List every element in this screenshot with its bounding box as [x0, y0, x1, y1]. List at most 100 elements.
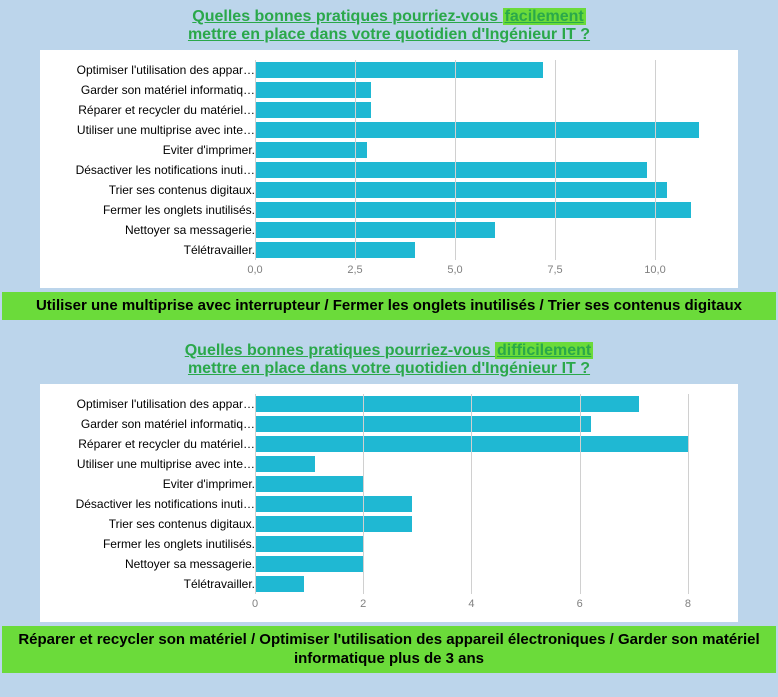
plot-cell: [255, 434, 715, 454]
gridline: [455, 60, 456, 260]
gridline: [580, 394, 581, 594]
x-tick-label: 2: [360, 598, 366, 610]
plot-cell: [255, 140, 715, 160]
chart-row: Optimiser l'utilisation des appar…: [50, 60, 728, 80]
plot-cell: [255, 80, 715, 100]
gridline: [363, 394, 364, 594]
gridline: [255, 394, 256, 594]
chart-row: Désactiver les notifications inuti…: [50, 160, 728, 180]
bar: [255, 536, 363, 552]
y-axis-label: Eviter d'imprimer.: [50, 477, 255, 491]
chart-row: Désactiver les notifications inuti…: [50, 494, 728, 514]
gridline: [471, 394, 472, 594]
bar: [255, 556, 363, 572]
chart1-title: Quelles bonnes pratiques pourriez-vous f…: [0, 0, 778, 50]
plot-cell: [255, 60, 715, 80]
bar: [255, 102, 371, 118]
chart1-card: Optimiser l'utilisation des appar… Garder…: [40, 50, 738, 288]
chart-row: Trier ses contenus digitaux.: [50, 180, 728, 200]
x-tick-label: 6: [577, 598, 583, 610]
plot-cell: [255, 220, 715, 240]
plot-cell: [255, 120, 715, 140]
chart1-title-line2: mettre en place dans votre quotidien d'I…: [188, 26, 590, 43]
chart-row: Optimiser l'utilisation des appar…: [50, 394, 728, 414]
y-axis-label: Fermer les onglets inutilisés.: [50, 537, 255, 551]
bar: [255, 122, 699, 138]
chart-row: Trier ses contenus digitaux.: [50, 514, 728, 534]
bar: [255, 142, 367, 158]
y-axis-label: Utiliser une multiprise avec inte…: [50, 457, 255, 471]
x-tick-label: 4: [468, 598, 474, 610]
bar: [255, 202, 691, 218]
plot-cell: [255, 240, 715, 260]
chart2-title-line1-pre: Quelles bonnes pratiques pourriez-vous: [185, 342, 495, 359]
y-axis-label: Trier ses contenus digitaux.: [50, 183, 255, 197]
y-axis-label: Fermer les onglets inutilisés.: [50, 203, 255, 217]
bar: [255, 222, 495, 238]
chart-row: Fermer les onglets inutilisés.: [50, 534, 728, 554]
y-axis-label: Réparer et recycler du matériel…: [50, 103, 255, 117]
chart1-summary: Utiliser une multiprise avec interrupteu…: [2, 292, 776, 320]
plot-cell: [255, 514, 715, 534]
chart1-title-line1-pre: Quelles bonnes pratiques pourriez-vous: [192, 8, 502, 25]
bar: [255, 476, 363, 492]
bar: [255, 62, 543, 78]
plot-cell: [255, 474, 715, 494]
plot-cell: [255, 574, 715, 594]
bar: [255, 496, 412, 512]
bar: [255, 82, 371, 98]
chart2-title: Quelles bonnes pratiques pourriez-vous d…: [0, 334, 778, 384]
x-axis: 0,0 2,5 5,0 7,5 10,0: [50, 264, 728, 282]
chart-row: Nettoyer sa messagerie.: [50, 220, 728, 240]
bar: [255, 182, 667, 198]
chart-row: Utiliser une multiprise avec inte…: [50, 120, 728, 140]
y-axis-label: Eviter d'imprimer.: [50, 143, 255, 157]
gridline: [688, 394, 689, 594]
y-axis-label: Désactiver les notifications inuti…: [50, 497, 255, 511]
chart-row: Eviter d'imprimer.: [50, 140, 728, 160]
bar: [255, 396, 639, 412]
plot-cell: [255, 160, 715, 180]
chart1-title-line1-hl: facilement: [503, 8, 586, 25]
chart-row: Réparer et recycler du matériel…: [50, 100, 728, 120]
y-axis-label: Télétravailler.: [50, 243, 255, 257]
y-axis-label: Nettoyer sa messagerie.: [50, 223, 255, 237]
y-axis-label: Télétravailler.: [50, 577, 255, 591]
y-axis-label: Garder son matériel informatiq…: [50, 83, 255, 97]
chart-row: Utiliser une multiprise avec inte…: [50, 454, 728, 474]
chart2-card: Optimiser l'utilisation des appar…Garder…: [40, 384, 738, 622]
chart-row: Garder son matériel informatiq…: [50, 80, 728, 100]
plot-cell: [255, 414, 715, 434]
chart-row: Réparer et recycler du matériel…: [50, 434, 728, 454]
plot-cell: [255, 494, 715, 514]
chart2-title-line1-hl: difficilement: [495, 342, 593, 359]
y-axis-label: Trier ses contenus digitaux.: [50, 517, 255, 531]
x-tick-label: 7,5: [547, 264, 562, 276]
x-tick-label: 0: [252, 598, 258, 610]
bar: [255, 456, 315, 472]
bar: [255, 516, 412, 532]
plot-cell: [255, 394, 715, 414]
gridline: [355, 60, 356, 260]
chart-row: Nettoyer sa messagerie.: [50, 554, 728, 574]
gridline: [555, 60, 556, 260]
x-tick-label: 0,0: [247, 264, 262, 276]
chart-row: Fermer les onglets inutilisés.: [50, 200, 728, 220]
chart-row: Télétravailler.: [50, 574, 728, 594]
bar: [255, 416, 591, 432]
chart1-plot: Optimiser l'utilisation des appar… Garder…: [50, 60, 728, 260]
bar: [255, 162, 647, 178]
x-tick-label: 5,0: [447, 264, 462, 276]
x-tick-label: 10,0: [644, 264, 665, 276]
gridline: [655, 60, 656, 260]
bar: [255, 576, 304, 592]
plot-cell: [255, 100, 715, 120]
plot-cell: [255, 180, 715, 200]
y-axis-label: Désactiver les notifications inuti…: [50, 163, 255, 177]
chart2-summary: Réparer et recycler son matériel / Optim…: [2, 626, 776, 673]
y-axis-label: Optimiser l'utilisation des appar…: [50, 63, 255, 77]
bar: [255, 242, 415, 258]
x-tick-label: 2,5: [347, 264, 362, 276]
y-axis-label: Utiliser une multiprise avec inte…: [50, 123, 255, 137]
chart2-plot: Optimiser l'utilisation des appar…Garder…: [50, 394, 728, 594]
